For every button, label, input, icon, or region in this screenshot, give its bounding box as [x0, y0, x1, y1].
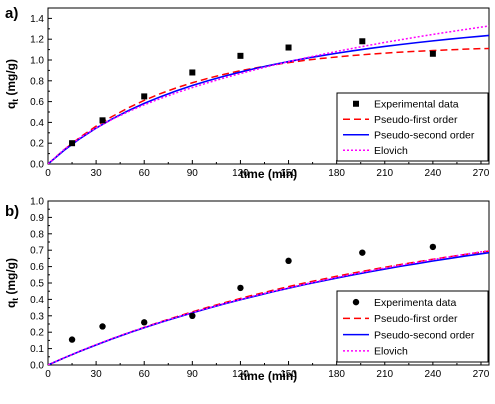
panel-label: a): [5, 5, 18, 22]
series-line-pseudo-first-order: [48, 47, 489, 164]
panel-label: b): [5, 203, 19, 220]
data-point: [237, 52, 244, 59]
x-tick-label: 240: [425, 168, 442, 179]
x-tick-label: 180: [328, 168, 345, 179]
legend-label: Experimenta data: [374, 297, 456, 309]
x-tick-label: 150: [280, 168, 297, 179]
y-tick-label: 1.0: [30, 56, 44, 67]
x-tick-label: 60: [139, 369, 151, 380]
y-tick-label: 0.1: [30, 344, 44, 355]
data-point: [285, 257, 292, 265]
data-point: [237, 284, 244, 292]
legend-box: [336, 290, 489, 363]
y-tick-label: 0.8: [30, 229, 44, 240]
y-tick-label: 0.4: [30, 295, 44, 306]
legend-label: Elovich: [374, 145, 408, 157]
y-tick-label: 0.9: [30, 213, 44, 224]
x-tick-label: 210: [376, 369, 393, 380]
x-tick-label: 90: [187, 168, 199, 179]
data-point: [69, 140, 76, 147]
y-tick-label: 1.4: [30, 14, 44, 25]
plot-area: [48, 243, 489, 365]
x-tick-label: 270: [473, 168, 490, 179]
data-point: [429, 50, 436, 57]
x-tick-label: 120: [232, 369, 249, 380]
y-tick-label: 0.5: [30, 279, 44, 290]
data-point: [68, 336, 76, 343]
legend-label: Experimental data: [374, 99, 459, 111]
data-point: [285, 44, 292, 51]
panel-b: 0 30 60 90 120 150 180 210 240 270 0.0 0.1 0.2 0.3 0.4…: [4, 197, 490, 384]
y-tick-label: 0.6: [30, 262, 44, 273]
y-tick-label: 1.2: [30, 35, 44, 46]
data-point: [359, 249, 366, 256]
legend: Experimental data Pseudo-first order Pseud…: [336, 92, 489, 162]
x-tick-label: 60: [139, 168, 151, 179]
y-tick-label: 0.3: [30, 311, 44, 322]
x-tick-label: 30: [91, 369, 103, 380]
data-point: [359, 38, 366, 45]
x-tick-label: 0: [45, 369, 51, 380]
legend-label: Pseudo-second order: [374, 329, 475, 341]
legend-marker: [352, 298, 360, 306]
data-point: [99, 323, 106, 330]
legend-label: Elovich: [374, 346, 408, 358]
y-axis-label: qt (mg/g): [4, 59, 20, 109]
panel-a: 0 30 60 90 120 150 180 210 240 270 0.0 0.2 0.4 0.6 0.8…: [4, 5, 490, 181]
x-axis-label: time (min): [240, 167, 297, 181]
x-tick-label: 30: [91, 168, 103, 179]
legend-label: Pseudo-second order: [374, 130, 475, 142]
legend-box: [336, 92, 489, 162]
data-point: [141, 319, 148, 326]
data-point: [429, 243, 437, 251]
series-line-elovich: [48, 249, 489, 365]
x-tick-label: 180: [328, 369, 345, 380]
y-axis-label: qt (mg/g): [4, 258, 20, 308]
y-tick-label: 0.7: [30, 246, 44, 257]
series-line-elovich: [48, 25, 489, 164]
plot-area: [48, 25, 489, 164]
y-tick-label: 0.2: [30, 139, 44, 150]
y-tick-label: 0.0: [30, 361, 44, 372]
y-tick-label: 0.4: [30, 118, 44, 129]
legend-label: Pseudo-first order: [374, 313, 458, 325]
x-tick-label: 240: [425, 369, 442, 380]
x-tick-label: 210: [376, 168, 393, 179]
y-tick-label: 0.6: [30, 97, 44, 108]
x-tick-label: 90: [187, 369, 199, 380]
data-point: [141, 93, 148, 100]
x-tick-label: 120: [232, 168, 249, 179]
y-tick-label: 0.0: [30, 160, 44, 171]
y-tick-label: 1.0: [30, 197, 44, 208]
x-tick-label: 0: [45, 168, 51, 179]
legend: Experimenta data Pseudo-first order Pseudo…: [336, 290, 489, 363]
data-point: [189, 312, 196, 319]
y-tick-label: 0.8: [30, 76, 44, 87]
plot-frame: [47, 7, 490, 165]
x-tick-label: 150: [280, 369, 297, 380]
legend-label: Pseudo-first order: [374, 114, 458, 126]
x-tick-label: 270: [473, 369, 490, 380]
data-point: [189, 69, 196, 76]
x-axis-label: time (min): [240, 369, 297, 383]
y-tick-label: 0.2: [30, 328, 44, 339]
data-point: [99, 117, 106, 124]
legend-marker: [353, 100, 359, 107]
